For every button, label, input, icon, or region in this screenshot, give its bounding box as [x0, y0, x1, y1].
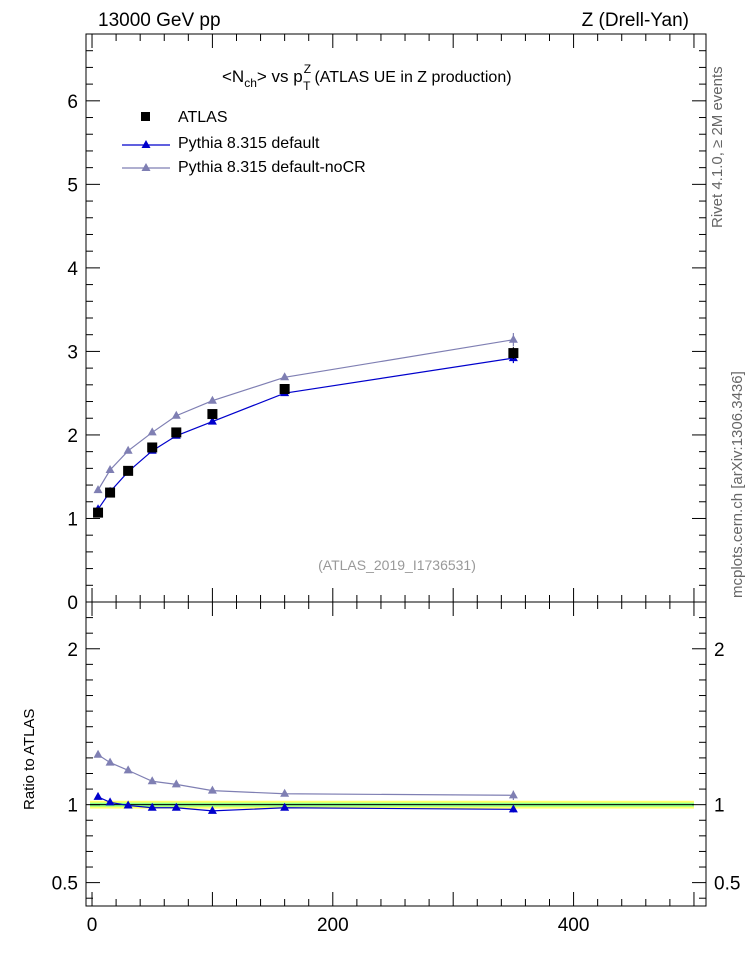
main-yaxis-ticks: 0 1 2 3 4 5 6	[67, 50, 706, 614]
mcplots-label: mcplots.cern.ch [arXiv:1306.3436]	[729, 371, 746, 598]
ratio-default-marker	[105, 797, 115, 806]
ratio-nocr-marker	[147, 776, 157, 785]
main-default-marker	[207, 416, 217, 425]
ratio-nocr-line	[97, 754, 514, 796]
main-atlas-marker	[279, 384, 290, 394]
ratio-ytick-label: 1	[67, 796, 78, 817]
main-atlas-marker	[105, 487, 116, 498]
legend-label-nocr: Pythia 8.315 default-noCR	[178, 159, 366, 176]
main-ytick-label: 1	[67, 509, 78, 530]
main-atlas-marker	[93, 507, 104, 518]
ratio-ytick-label-right: 0.5	[714, 874, 740, 895]
main-nocr-marker	[147, 427, 157, 436]
title-part-mid: > vs p	[257, 67, 303, 86]
main-nocr-marker	[123, 445, 133, 454]
ratio-series-layer	[93, 749, 518, 814]
main-nocr-marker	[171, 410, 181, 419]
ratio-default-marker	[207, 805, 217, 814]
main-atlas-marker	[171, 427, 182, 438]
ratio-nocr-marker	[508, 790, 518, 799]
rivet-label: Rivet 4.1.0, ≥ 2M events	[709, 66, 726, 228]
ratio-nocr-marker	[93, 749, 103, 758]
ratio-xtick-label: 200	[317, 915, 349, 936]
legend-marker-default	[141, 140, 151, 148]
header-left: 13000 GeV pp	[98, 10, 221, 31]
main-atlas-marker	[147, 442, 158, 453]
main-ytick-label: 4	[67, 259, 78, 280]
main-title: <Nch> vs pZ T (ATLAS UE in Z production)	[222, 62, 512, 93]
legend-label-atlas: ATLAS	[178, 109, 228, 126]
title-part-main: <N	[222, 67, 244, 86]
title-sub-ch: ch	[244, 76, 257, 90]
title-sup-z: Z	[304, 62, 311, 76]
legend-marker-atlas	[141, 112, 150, 121]
ratio-default-marker	[171, 802, 181, 811]
ratio-yaxis-ticks: 0.5 0.5 1 1 2 2	[52, 617, 740, 899]
ratio-nocr-marker	[105, 757, 115, 766]
main-ytick-label: 2	[67, 426, 78, 447]
ratio-ytick-label: 0.5	[52, 874, 78, 895]
ratio-default-marker	[147, 802, 157, 811]
ratio-panel: 0.5 0.5 1 1 2 2 0 200 400 Ratio to ATLAS	[21, 601, 740, 936]
ratio-ytick-label-right: 2	[714, 640, 725, 661]
ratio-default-marker	[280, 802, 290, 811]
ratio-ytick-label-right: 1	[714, 796, 725, 817]
ratio-xaxis-ticks: 0 200 400	[87, 602, 695, 936]
main-nocr-marker	[93, 485, 103, 494]
main-atlas-marker	[508, 348, 519, 359]
main-default-line	[97, 357, 514, 510]
title-sub-t: T	[303, 79, 311, 93]
ratio-xtick-label: 0	[87, 915, 98, 936]
main-nocr-line	[97, 339, 514, 491]
legend-marker-nocr	[141, 163, 151, 171]
main-atlas-marker	[207, 409, 218, 420]
main-series-layer	[93, 333, 519, 518]
main-xaxis-ticks	[91, 34, 695, 602]
ratio-band	[90, 800, 694, 809]
ratio-nocr-marker	[123, 765, 133, 774]
title-part-tail: (ATLAS UE in Z production)	[314, 69, 511, 86]
legend-label-default: Pythia 8.315 default	[178, 135, 320, 152]
watermark: (ATLAS_2019_I1736531)	[318, 557, 476, 573]
main-nocr-marker	[280, 372, 290, 381]
ratio-ytick-label: 2	[67, 640, 78, 661]
main-ytick-label: 3	[67, 342, 78, 363]
main-atlas-marker	[123, 465, 134, 476]
ratio-default-marker	[508, 804, 518, 813]
main-panel: 0 1 2 3 4 5 6 <Nch> vs pZ T (ATLAS UE in Z produ…	[67, 33, 707, 614]
header-right: Z (Drell-Yan)	[582, 10, 689, 31]
main-ytick-label: 0	[67, 593, 78, 614]
ratio-nocr-marker	[171, 779, 181, 788]
ratio-nocr-marker	[207, 785, 217, 794]
main-nocr-marker	[105, 465, 115, 474]
ratio-frame	[85, 601, 707, 907]
ratio-default-marker	[93, 791, 103, 800]
main-ytick-label: 6	[67, 92, 78, 113]
main-ytick-label: 5	[67, 175, 78, 196]
ratio-xtick-label: 400	[558, 915, 590, 936]
legend: ATLAS Pythia 8.315 default Pythia 8.315 …	[122, 109, 366, 176]
ratio-nocr-marker	[280, 788, 290, 797]
ratio-default-marker	[123, 800, 133, 809]
main-nocr-marker	[207, 395, 217, 404]
main-nocr-marker	[508, 334, 518, 343]
ratio-ylabel: Ratio to ATLAS	[21, 709, 38, 810]
